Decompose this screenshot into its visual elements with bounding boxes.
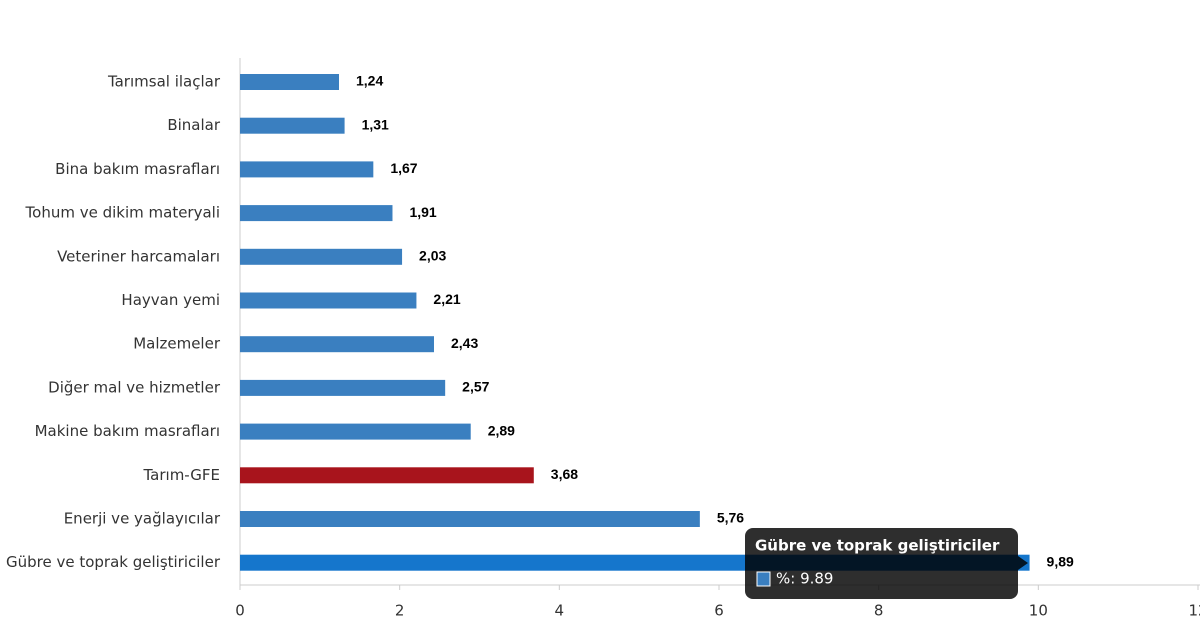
y-tick-label: Tarımsal ilaçlar [107, 73, 221, 91]
y-tick-label: Bina bakım masrafları [55, 160, 220, 178]
y-tick-label: Binalar [167, 116, 221, 134]
bar [240, 117, 345, 134]
value-label: 1,91 [409, 204, 436, 220]
bar [240, 336, 434, 353]
value-label: 1,31 [362, 116, 389, 132]
x-tick-label: 4 [555, 602, 565, 620]
bar [240, 205, 393, 222]
value-label: 2,89 [488, 422, 515, 438]
bar [240, 467, 534, 484]
tooltip-box [745, 528, 1018, 599]
x-tick-label: 8 [874, 602, 884, 620]
y-tick-label: Diğer mal ve hizmetler [48, 378, 221, 396]
y-tick-label: Gübre ve toprak geliştiriciler [6, 553, 221, 571]
y-tick-label: Makine bakım masrafları [35, 422, 220, 440]
value-label: 2,03 [419, 248, 446, 264]
y-tick-label: Hayvan yemi [121, 291, 220, 309]
y-tick-label: Tarım-GFE [142, 466, 220, 484]
bar [240, 423, 471, 440]
value-label: 5,76 [717, 510, 744, 526]
value-label: 1,67 [390, 160, 417, 176]
value-label: 3,68 [551, 466, 578, 482]
bar [240, 161, 374, 178]
value-label: 2,57 [462, 379, 489, 395]
tooltip-arrow [1018, 556, 1028, 570]
value-label: 2,21 [433, 291, 460, 307]
bar [240, 292, 417, 309]
value-label: 9,89 [1047, 553, 1074, 569]
x-tick-label: 0 [235, 602, 245, 620]
x-tick-label: 2 [395, 602, 405, 620]
bar [240, 379, 446, 396]
y-tick-label: Tohum ve dikim materyali [25, 204, 220, 222]
y-tick-label: Veteriner harcamaları [57, 247, 220, 265]
x-tick-label: 6 [714, 602, 724, 620]
y-tick-label: Malzemeler [133, 335, 221, 353]
value-label: 1,24 [356, 73, 383, 89]
y-tick-label: Enerji ve yağlayıcılar [64, 510, 221, 528]
tooltip: Gübre ve toprak geliştiriciler %: 9.89 [745, 528, 1028, 599]
bar [240, 511, 700, 527]
bar [240, 74, 339, 90]
x-tick-label: 12 [1188, 602, 1200, 620]
value-label: 2,43 [451, 335, 478, 351]
tooltip-title: Gübre ve toprak geliştiriciler [755, 537, 1000, 555]
bar [240, 248, 403, 265]
tooltip-swatch [756, 571, 771, 587]
x-tick-label: 10 [1029, 602, 1048, 620]
tooltip-text: %: 9.89 [776, 570, 833, 588]
